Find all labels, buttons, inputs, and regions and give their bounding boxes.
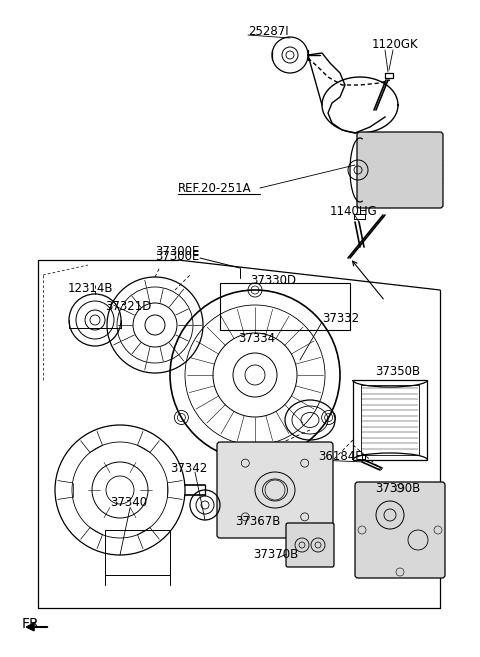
Text: REF.20-251A: REF.20-251A bbox=[178, 182, 252, 195]
Bar bbox=[105, 530, 170, 575]
Bar bbox=[361, 385, 419, 455]
Text: 37321D: 37321D bbox=[105, 300, 151, 313]
Text: 37300E: 37300E bbox=[155, 250, 199, 263]
Text: 37350B: 37350B bbox=[375, 365, 420, 378]
Text: 12314B: 12314B bbox=[68, 282, 113, 295]
Text: FR.: FR. bbox=[22, 617, 44, 631]
Text: 1140HG: 1140HG bbox=[330, 205, 378, 218]
Bar bbox=[353, 380, 427, 460]
Text: 37300E: 37300E bbox=[155, 245, 199, 258]
Text: 37330D: 37330D bbox=[250, 274, 296, 287]
Bar bbox=[220, 283, 350, 330]
FancyBboxPatch shape bbox=[286, 523, 334, 567]
Text: 37367B: 37367B bbox=[235, 515, 280, 528]
Text: 37390B: 37390B bbox=[375, 482, 420, 495]
Text: 25287I: 25287I bbox=[248, 25, 288, 38]
FancyBboxPatch shape bbox=[355, 482, 445, 578]
Text: 37340: 37340 bbox=[110, 496, 147, 509]
FancyBboxPatch shape bbox=[357, 132, 443, 208]
Text: 1120GK: 1120GK bbox=[372, 38, 419, 51]
Text: 37332: 37332 bbox=[322, 312, 359, 325]
Text: 37370B: 37370B bbox=[253, 548, 298, 561]
FancyBboxPatch shape bbox=[217, 442, 333, 538]
Text: 37334: 37334 bbox=[238, 332, 275, 345]
Text: 37342: 37342 bbox=[170, 462, 207, 475]
Text: 36184E: 36184E bbox=[318, 450, 362, 463]
